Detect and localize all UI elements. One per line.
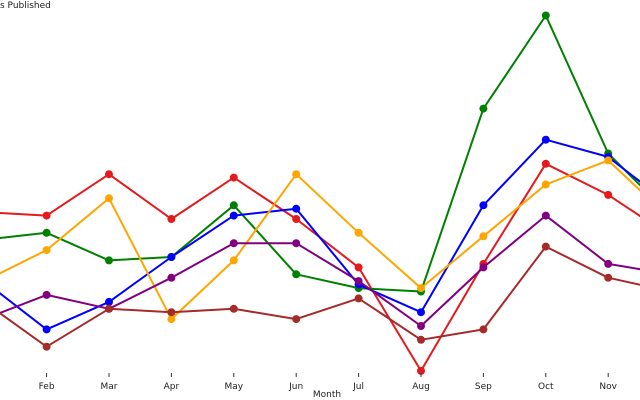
data-point xyxy=(354,228,363,237)
data-point xyxy=(541,159,550,168)
data-point xyxy=(479,104,488,113)
data-point xyxy=(417,366,425,375)
data-point xyxy=(229,256,238,265)
x-tick-label: Sep xyxy=(475,382,492,392)
data-point xyxy=(541,242,550,251)
data-point xyxy=(167,308,176,317)
series-line xyxy=(0,214,640,327)
data-point xyxy=(604,190,613,199)
series-line xyxy=(0,245,640,348)
data-point xyxy=(167,315,176,324)
data-point xyxy=(417,322,425,330)
series-line xyxy=(0,162,640,372)
data-point xyxy=(229,239,238,248)
data-point xyxy=(541,135,550,144)
data-point xyxy=(292,215,301,223)
data-point xyxy=(167,273,176,282)
data-point xyxy=(479,325,488,334)
x-tick-label: May xyxy=(224,382,243,392)
data-point xyxy=(604,156,613,165)
x-tick-label: Jun xyxy=(288,382,303,392)
data-point xyxy=(417,284,425,293)
x-axis-ticks: Feb Mar Apr May Jun Jul Aug Sep Oct Nov xyxy=(39,373,618,392)
data-point xyxy=(354,277,363,286)
y-axis-label: s Published xyxy=(0,1,51,11)
data-point xyxy=(541,180,550,189)
x-tick-label: Feb xyxy=(39,382,55,392)
data-point xyxy=(167,215,176,223)
x-tick-label: Nov xyxy=(599,382,617,392)
series-line xyxy=(0,159,640,321)
data-point xyxy=(42,342,51,351)
data-point xyxy=(417,308,425,317)
data-point xyxy=(105,170,113,179)
series-layer xyxy=(0,11,640,375)
series-line xyxy=(0,14,640,293)
series-6 xyxy=(0,242,640,351)
x-tick-label: Mar xyxy=(101,382,118,392)
x-tick-label: Apr xyxy=(164,382,180,392)
x-axis-label: Month xyxy=(313,390,341,400)
data-point xyxy=(105,256,113,265)
data-point xyxy=(292,204,301,213)
data-point xyxy=(292,270,301,279)
data-point xyxy=(42,246,51,255)
data-point xyxy=(354,263,363,272)
data-point xyxy=(229,201,238,210)
series-2 xyxy=(0,11,640,296)
x-tick-label: Oct xyxy=(538,382,554,392)
data-point xyxy=(354,294,363,303)
data-point xyxy=(541,11,550,20)
data-point xyxy=(604,273,613,282)
data-point xyxy=(105,194,113,203)
x-tick-label: Jul xyxy=(352,382,364,392)
x-tick-label: Aug xyxy=(412,382,430,392)
data-point xyxy=(292,315,301,324)
data-point xyxy=(42,290,51,299)
data-point xyxy=(42,325,51,334)
data-point xyxy=(229,304,238,313)
data-point xyxy=(105,304,113,313)
data-point xyxy=(292,170,301,179)
series-4 xyxy=(0,156,640,324)
data-point xyxy=(479,263,488,272)
data-point xyxy=(42,211,51,220)
data-point xyxy=(105,297,113,306)
data-point xyxy=(479,201,488,210)
data-point xyxy=(229,211,238,220)
data-point xyxy=(604,259,613,268)
data-point xyxy=(541,211,550,220)
data-point xyxy=(229,173,238,182)
data-point xyxy=(417,335,425,344)
series-1 xyxy=(0,159,640,375)
data-point xyxy=(479,232,488,241)
data-point xyxy=(42,228,51,237)
data-point xyxy=(167,253,176,261)
data-point xyxy=(292,239,301,248)
